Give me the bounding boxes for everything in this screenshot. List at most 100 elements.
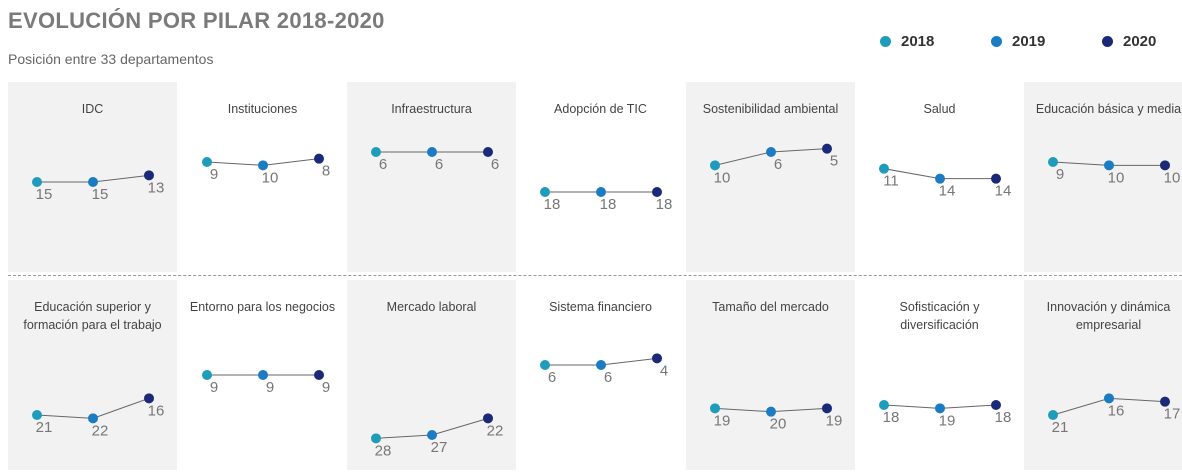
point — [202, 370, 212, 380]
value-label: 6 — [379, 156, 387, 173]
chart-subtitle: Posición entre 33 departamentos — [8, 51, 214, 67]
panel: IDC 15 15 13 — [8, 82, 177, 272]
panel-title: Educación superior y formación para el t… — [23, 300, 162, 332]
panel-plot: 28 27 22 — [371, 413, 504, 459]
value-label: 9 — [266, 379, 274, 396]
point — [710, 403, 720, 414]
chart-title: EVOLUCIÓN POR PILAR 2018-2020 — [8, 8, 385, 33]
panel: Educación básica y media 9 10 10 — [1024, 82, 1182, 272]
point — [822, 143, 832, 154]
panel: Tamaño del mercado 19 20 19 — [686, 280, 855, 470]
panel-plot: 21 16 17 — [1048, 393, 1180, 436]
panel-plot: 10 6 5 — [710, 143, 838, 186]
point — [1160, 396, 1170, 407]
panel-plot: 18 19 18 — [879, 400, 1012, 429]
point — [427, 147, 437, 157]
panel-plot: 11 14 14 — [879, 163, 1012, 200]
value-label: 18 — [995, 409, 1012, 426]
value-label: 16 — [1108, 402, 1125, 419]
point — [88, 177, 98, 187]
point — [202, 157, 212, 167]
panel-title: Entorno para los negocios — [189, 300, 336, 314]
point — [1048, 410, 1058, 420]
point — [1048, 157, 1058, 167]
panel-plot: 6 6 4 — [540, 353, 668, 386]
value-label: 19 — [826, 412, 843, 429]
value-label: 6 — [491, 156, 499, 173]
point — [88, 413, 98, 424]
value-label: 9 — [1056, 166, 1064, 183]
point — [144, 393, 154, 404]
value-label: 9 — [210, 166, 218, 183]
value-label: 19 — [714, 412, 731, 429]
panel: Mercado laboral 28 27 22 — [347, 280, 516, 470]
panel-plot: 18 18 18 — [540, 187, 672, 213]
point — [879, 163, 889, 174]
value-label: 15 — [92, 186, 109, 203]
point — [371, 433, 381, 444]
value-label: 8 — [322, 163, 330, 180]
value-label: 18 — [544, 196, 561, 213]
panel: Infraestructura 6 6 6 — [347, 82, 516, 272]
point — [540, 187, 550, 197]
legend-swatch — [880, 36, 891, 47]
panel-title: Educación básica y media — [1035, 102, 1182, 116]
point — [1104, 160, 1114, 171]
value-label: 9 — [322, 379, 330, 396]
point — [144, 170, 154, 181]
panel: Sofisticación y diversificación 18 19 18 — [855, 280, 1024, 470]
panel-plot: 15 15 13 — [32, 170, 164, 203]
point — [652, 353, 662, 364]
point — [483, 413, 493, 424]
value-label: 21 — [36, 419, 53, 436]
point — [427, 430, 437, 440]
value-label: 15 — [36, 186, 53, 203]
panel-plot: 19 20 19 — [710, 403, 843, 433]
point — [371, 147, 381, 157]
legend-swatch — [991, 36, 1002, 47]
point — [258, 160, 268, 171]
value-label: 20 — [770, 416, 787, 433]
point — [935, 173, 945, 184]
value-label: 19 — [939, 412, 956, 429]
panel-title: Sofisticación y diversificación — [899, 300, 980, 332]
point — [766, 406, 776, 417]
panel-title: Mercado laboral — [386, 300, 477, 314]
value-label: 21 — [1052, 419, 1069, 436]
legend-item: 2018 — [880, 33, 934, 50]
point — [314, 370, 324, 380]
panel-title: Sistema financiero — [549, 300, 652, 314]
legend-label: 2018 — [901, 33, 935, 50]
value-label: 11 — [883, 173, 899, 190]
point — [314, 153, 324, 164]
point — [991, 173, 1001, 184]
panel-title: Infraestructura — [391, 102, 472, 116]
point — [540, 360, 550, 370]
value-label: 6 — [548, 369, 556, 386]
point — [652, 187, 662, 197]
value-label: 22 — [487, 422, 504, 439]
value-label: 5 — [830, 153, 838, 170]
panel-plot: 9 10 10 — [1048, 157, 1180, 186]
panel-title: Sostenibilidad ambiental — [702, 102, 839, 116]
value-label: 14 — [995, 183, 1012, 200]
value-label: 4 — [660, 362, 668, 379]
point — [1104, 393, 1114, 404]
value-label: 10 — [262, 169, 279, 186]
point — [32, 410, 42, 420]
panel-title: Adopción de TIC — [554, 102, 647, 116]
panel-title: Tamaño del mercado — [712, 300, 829, 314]
value-label: 6 — [604, 369, 612, 386]
panel: Innovación y dinámica empresarial 21 16 17 — [1024, 280, 1182, 470]
panel: Instituciones 9 10 8 — [178, 82, 347, 272]
panel-plot: 21 22 16 — [32, 393, 164, 439]
point — [1160, 160, 1170, 171]
value-label: 6 — [774, 156, 782, 173]
panel-plot: 6 6 6 — [371, 147, 499, 173]
point — [596, 360, 606, 370]
panel: Educación superior y formación para el t… — [8, 280, 177, 470]
point — [879, 400, 889, 410]
panel-plot: 9 9 9 — [202, 370, 330, 396]
value-label: 6 — [435, 156, 443, 173]
